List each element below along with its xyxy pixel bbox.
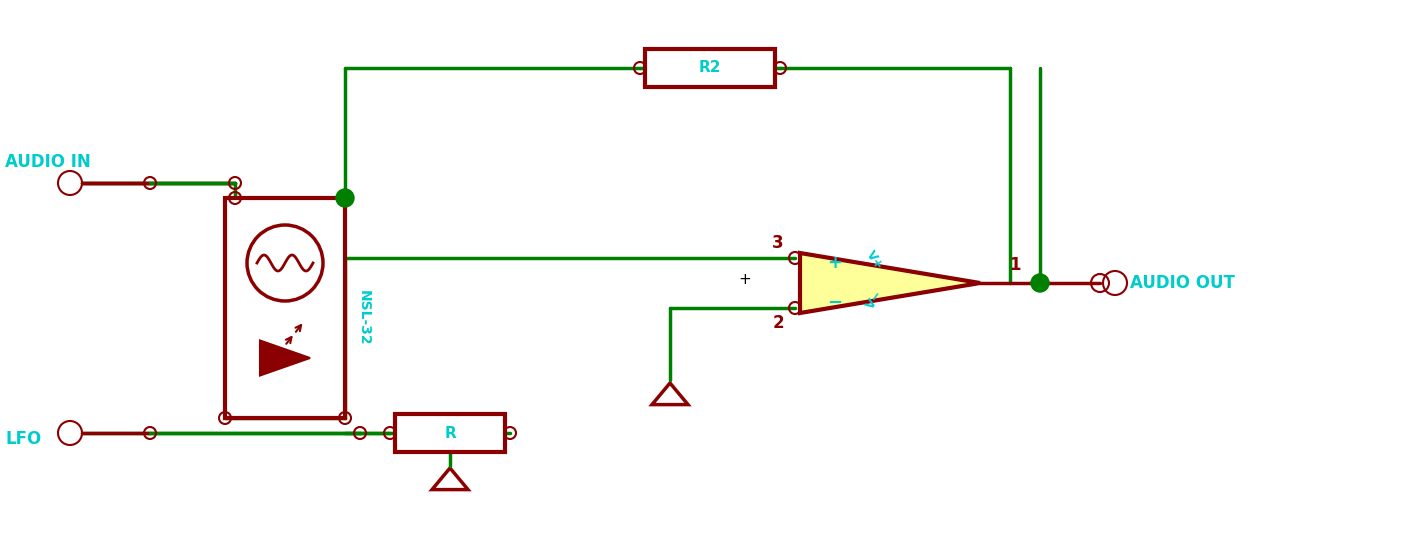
Text: 1: 1 — [1010, 256, 1021, 274]
Text: R: R — [444, 426, 456, 441]
Circle shape — [1031, 274, 1049, 292]
Text: +: + — [739, 273, 752, 287]
Text: +: + — [828, 254, 842, 272]
Polygon shape — [260, 341, 310, 376]
Text: AUDIO IN: AUDIO IN — [6, 153, 90, 171]
Text: LFO: LFO — [6, 430, 41, 448]
Polygon shape — [800, 253, 980, 313]
Text: 3: 3 — [772, 234, 784, 252]
Circle shape — [337, 189, 353, 207]
Text: −: − — [828, 294, 842, 312]
Text: 2: 2 — [772, 314, 784, 332]
Text: V+: V+ — [865, 248, 886, 272]
Text: V−: V− — [865, 288, 886, 312]
Text: R2: R2 — [698, 60, 721, 75]
Text: NSL-32: NSL-32 — [358, 290, 370, 346]
FancyBboxPatch shape — [225, 198, 345, 418]
Text: AUDIO OUT: AUDIO OUT — [1131, 274, 1235, 292]
FancyBboxPatch shape — [396, 414, 505, 452]
FancyBboxPatch shape — [645, 49, 774, 87]
